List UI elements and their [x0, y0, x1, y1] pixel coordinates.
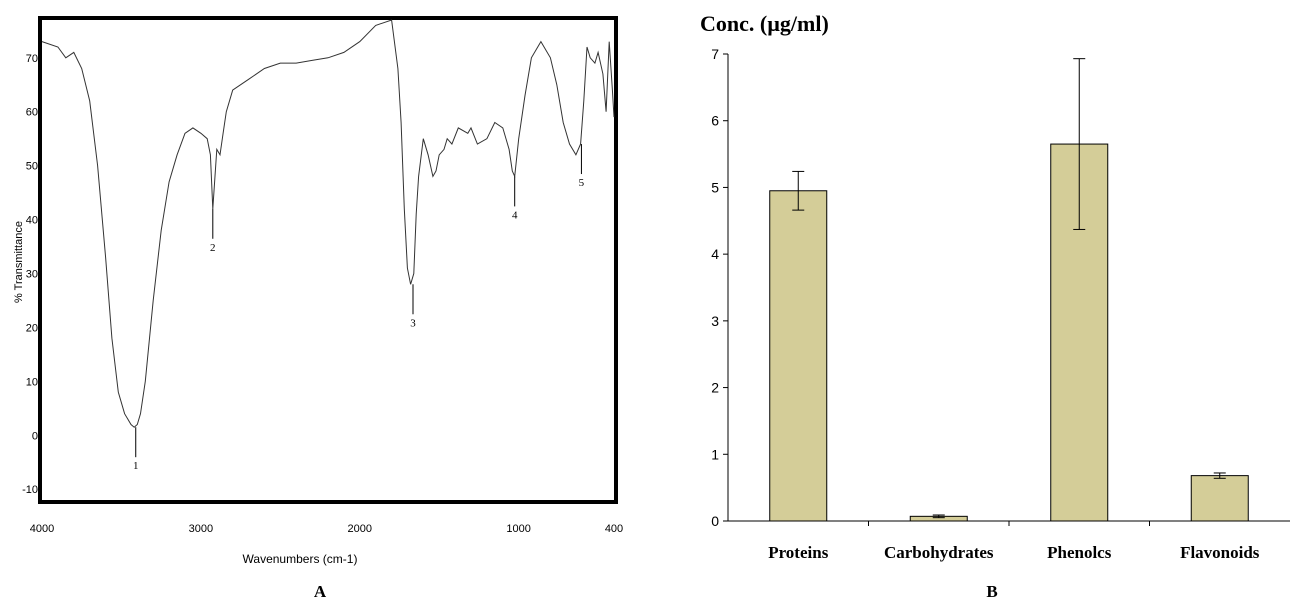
bar-y-tick-5: 5	[711, 179, 719, 195]
ir-x-tick-0: 4000	[30, 523, 54, 535]
ir-peak-label-5: 5	[579, 177, 585, 189]
ir-y-tick-2: 50	[26, 161, 38, 173]
ir-x-tick-labels: 4000 3000 2000 1000 400	[30, 523, 623, 535]
bar-y-tick-2: 2	[711, 380, 719, 396]
ir-x-tick-4: 400	[605, 523, 623, 535]
ir-x-axis-label: Wavenumbers (cm-1)	[243, 552, 358, 566]
bar-flavonoids	[1190, 475, 1249, 522]
bar-category-phenolcs: Phenolcs	[1047, 543, 1112, 562]
bar-y-tick-1: 1	[711, 446, 719, 462]
bar-y-tick-7: 7	[711, 46, 719, 62]
ir-y-tick-labels: 70 60 50 40 30 20 10 0 -10	[22, 53, 38, 496]
ir-peak-label-4: 4	[512, 209, 518, 221]
bar-proteins	[769, 190, 828, 522]
ir-spectrum-panel: 70 60 50 40 30 20 10 0 -10 4000 3000 2000 1000 400 1…	[13, 16, 623, 601]
ir-y-tick-8: -10	[22, 484, 38, 496]
ir-y-tick-1: 60	[26, 107, 38, 119]
bar-chart-title: Conc. (µg/ml)	[700, 11, 829, 36]
ir-peak-label-3: 3	[410, 317, 416, 329]
ir-x-tick-1: 3000	[189, 523, 213, 535]
bar-y-tick-0: 0	[711, 513, 719, 529]
bar-error-bars	[792, 58, 1226, 519]
ir-x-tick-3: 1000	[506, 523, 530, 535]
ir-spectrum-line	[41, 19, 615, 428]
ir-y-tick-7: 0	[32, 430, 38, 442]
panel-a-label: A	[314, 582, 327, 601]
ir-y-axis-label: % Transmittance	[13, 221, 25, 303]
ir-x-tick-2: 2000	[348, 523, 372, 535]
concentration-panel: Conc. (µg/ml) 0 1 2 3 4 5 6 7 Proteins Carbohydr…	[700, 11, 1290, 601]
ir-peak-annotations: 1 2 3 4 5	[133, 144, 585, 472]
bar-category-proteins: Proteins	[768, 543, 829, 562]
panel-b-label: B	[986, 582, 997, 601]
bar-y-ticks: 0 1 2 3 4 5 6 7	[711, 46, 728, 529]
ir-y-tick-0: 70	[26, 53, 38, 65]
bar-category-carbohydrates: Carbohydrates	[884, 543, 994, 562]
bar-y-tick-3: 3	[711, 313, 719, 329]
ir-y-tick-6: 10	[26, 376, 38, 388]
bar-category-labels: Proteins Carbohydrates Phenolcs Flavonoids	[768, 521, 1260, 562]
ir-plot-frame	[38, 16, 618, 504]
ir-y-tick-3: 40	[26, 215, 38, 227]
ir-peak-label-2: 2	[210, 242, 216, 254]
ir-y-tick-5: 20	[26, 322, 38, 334]
bar-y-tick-6: 6	[711, 113, 719, 129]
ir-peak-label-1: 1	[133, 460, 139, 472]
bar-category-flavonoids: Flavonoids	[1180, 543, 1260, 562]
bar-series	[769, 143, 1249, 522]
bar-y-tick-4: 4	[711, 246, 719, 262]
ir-y-tick-4: 30	[26, 268, 38, 280]
